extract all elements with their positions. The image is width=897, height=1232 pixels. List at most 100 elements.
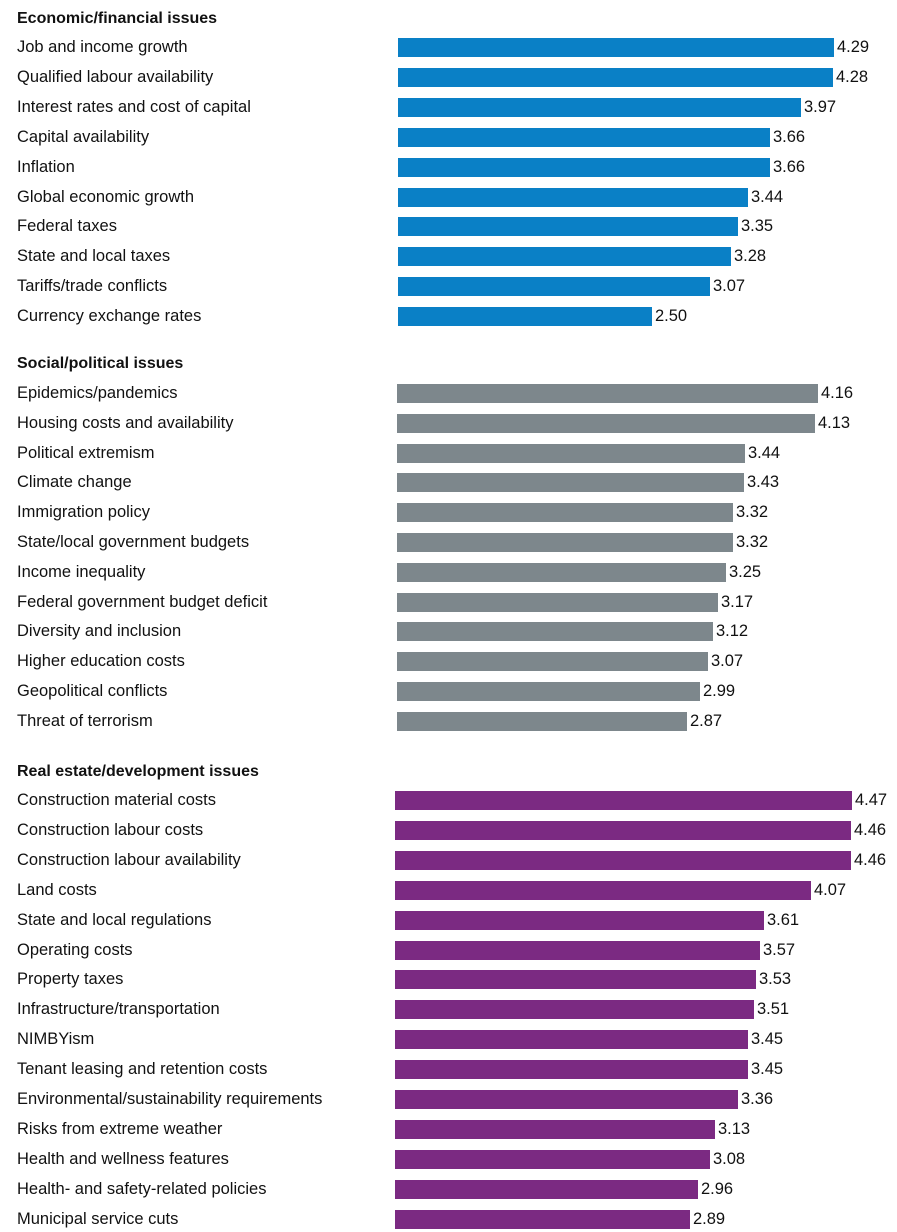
- real-estate-bar: [395, 910, 764, 930]
- social-category-label: Climate change: [17, 473, 132, 492]
- social-bar: [397, 592, 718, 612]
- real-estate-value-label: 3.36: [741, 1090, 774, 1108]
- real-estate-category-label: State and local regulations: [17, 910, 212, 929]
- real-estate-category-label: Land costs: [17, 880, 97, 899]
- social-category-label: Epidemics/pandemics: [17, 384, 178, 402]
- economic-category-label: Capital availability: [17, 127, 150, 146]
- real-estate-bar: [395, 1030, 748, 1050]
- social-value-label: 3.17: [721, 592, 754, 611]
- social-bar: [397, 622, 713, 642]
- social-bar: [397, 652, 708, 672]
- real-estate-bar: [395, 970, 756, 990]
- economic-category-label: Global economic growth: [17, 187, 195, 206]
- real-estate-value-label: 2.89: [693, 1209, 726, 1228]
- real-estate-category-label: Construction material costs: [17, 791, 216, 809]
- social-bar: [397, 562, 726, 582]
- real-estate-value-label: 4.47: [855, 791, 888, 809]
- real-estate-value-label: 4.46: [854, 820, 887, 839]
- economic-value-label: 4.28: [836, 67, 869, 86]
- real-estate-category-label: Construction labour costs: [17, 820, 204, 839]
- social-bar: [397, 682, 700, 701]
- social-category-label: Federal government budget deficit: [17, 592, 268, 611]
- real-estate-bar: [395, 1149, 710, 1169]
- real-estate-category-label: Construction labour availability: [17, 850, 241, 869]
- real-estate-category-label: Environmental/sustainability requirement…: [17, 1090, 323, 1108]
- social-value-label: 3.12: [716, 622, 749, 641]
- social-bar: [397, 711, 687, 731]
- real-estate-value-label: 4.46: [854, 850, 887, 869]
- social-category-label: Threat of terrorism: [17, 711, 153, 730]
- real-estate-value-label: 3.53: [759, 970, 792, 989]
- social-category-label: Housing costs and availability: [17, 413, 234, 432]
- social-value-label: 3.32: [736, 503, 769, 522]
- real-estate-category-label: Health- and safety-related policies: [17, 1179, 267, 1198]
- social-category-label: State/local government budgets: [17, 533, 250, 551]
- economic-bar: [398, 247, 731, 267]
- economic-bar: [398, 67, 833, 87]
- real-estate-bar: [395, 1209, 690, 1229]
- real-estate-category-label: Health and wellness features: [17, 1149, 229, 1168]
- economic-value-label: 3.28: [734, 247, 767, 266]
- social-value-label: 4.16: [821, 384, 854, 402]
- economic-bar: [398, 277, 710, 297]
- economic-bar: [398, 127, 770, 147]
- real-estate-value-label: 3.57: [763, 940, 796, 959]
- economic-category-label: Qualified labour availability: [17, 67, 214, 86]
- social-bar: [397, 533, 733, 552]
- economic-category-label: Currency exchange rates: [17, 307, 202, 326]
- social-bar: [397, 384, 818, 403]
- social-value-label: 3.07: [711, 652, 744, 671]
- real-estate-category-label: Tenant leasing and retention costs: [17, 1060, 268, 1079]
- real-estate-bar: [395, 880, 811, 900]
- economic-bar: [398, 217, 738, 237]
- real-estate-value-label: 3.13: [718, 1119, 751, 1138]
- social-section-title: Social/political issues: [17, 355, 184, 372]
- real-estate-value-label: 3.45: [751, 1060, 784, 1079]
- economic-bar: [398, 97, 801, 117]
- real-estate-bar: [395, 1000, 754, 1020]
- real-estate-category-label: NIMBYism: [17, 1030, 95, 1049]
- real-estate-value-label: 3.45: [751, 1030, 784, 1049]
- economic-bar: [398, 38, 834, 57]
- economic-value-label: 4.29: [837, 38, 870, 56]
- economic-category-label: Interest rates and cost of capital: [17, 97, 251, 116]
- real-estate-category-label: Property taxes: [17, 970, 124, 989]
- real-estate-value-label: 3.51: [757, 1000, 790, 1019]
- real-estate-category-label: Operating costs: [17, 940, 133, 959]
- economic-category-label: State and local taxes: [17, 247, 171, 266]
- economic-category-label: Tariffs/trade conflicts: [17, 277, 168, 296]
- real-estate-bar: [395, 791, 852, 810]
- real-estate-value-label: 3.61: [767, 910, 800, 929]
- social-category-label: Income inequality: [17, 562, 146, 581]
- social-value-label: 3.25: [729, 562, 762, 581]
- real-estate-value-label: 3.08: [713, 1149, 746, 1168]
- real-estate-value-label: 4.07: [814, 880, 847, 899]
- economic-value-label: 3.44: [751, 187, 784, 206]
- social-bar: [397, 503, 733, 523]
- social-category-label: Immigration policy: [17, 503, 150, 522]
- real-estate-category-label: Risks from extreme weather: [17, 1119, 223, 1138]
- economic-category-label: Federal taxes: [17, 217, 117, 236]
- social-value-label: 4.13: [818, 413, 851, 432]
- social-category-label: Diversity and inclusion: [17, 622, 182, 641]
- social-category-label: Geopolitical conflicts: [17, 682, 168, 700]
- economic-category-label: Job and income growth: [17, 38, 188, 56]
- social-value-label: 2.87: [690, 711, 723, 730]
- economic-section-title: Economic/financial issues: [17, 10, 218, 27]
- economic-bar: [398, 157, 770, 177]
- social-bar: [397, 413, 815, 433]
- real-estate-bar: [395, 1090, 738, 1109]
- real-estate-bar: [395, 940, 760, 960]
- social-category-label: Higher education costs: [17, 652, 185, 671]
- social-value-label: 3.32: [736, 533, 769, 551]
- economic-category-label: Inflation: [17, 157, 75, 176]
- economic-bar: [398, 187, 748, 207]
- economic-value-label: 3.66: [773, 127, 806, 146]
- social-category-label: Political extremism: [17, 443, 155, 462]
- social-value-label: 2.99: [703, 682, 736, 700]
- real-estate-category-label: Infrastructure/transportation: [17, 1000, 220, 1019]
- real-estate-bar: [395, 1179, 698, 1199]
- social-bar: [397, 443, 745, 463]
- social-value-label: 3.43: [747, 473, 780, 492]
